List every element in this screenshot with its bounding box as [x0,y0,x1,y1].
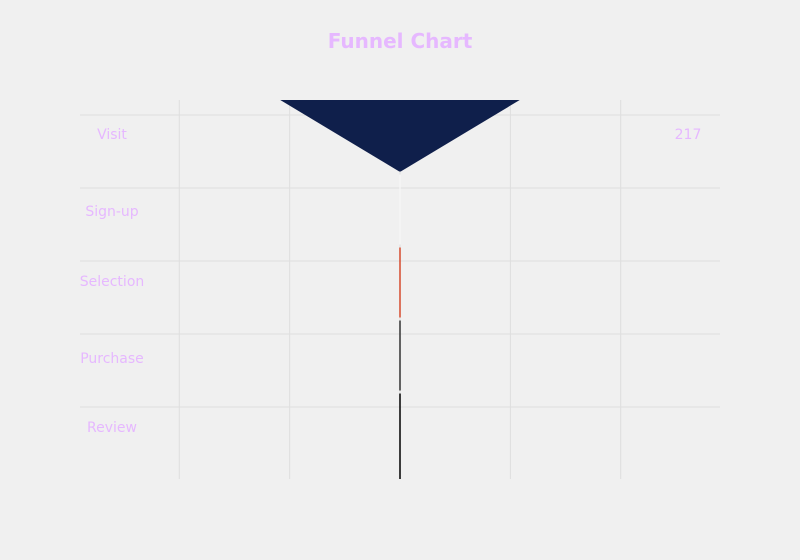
stage-label: Selection [80,274,145,290]
funnel-stage-visit [280,100,520,172]
funnel-stage-sign-up [399,174,401,245]
funnel-stage-selection [399,247,401,318]
funnel-stage-review [399,393,401,479]
stage-label: Sign-up [85,204,138,220]
stage-label: Purchase [80,351,144,367]
stage-label: Review [87,420,137,436]
chart-title: Funnel Chart [327,29,473,53]
funnel-stage-purchase [399,320,401,391]
value-label: 217 [675,127,702,143]
stage-label: Visit [97,127,127,143]
